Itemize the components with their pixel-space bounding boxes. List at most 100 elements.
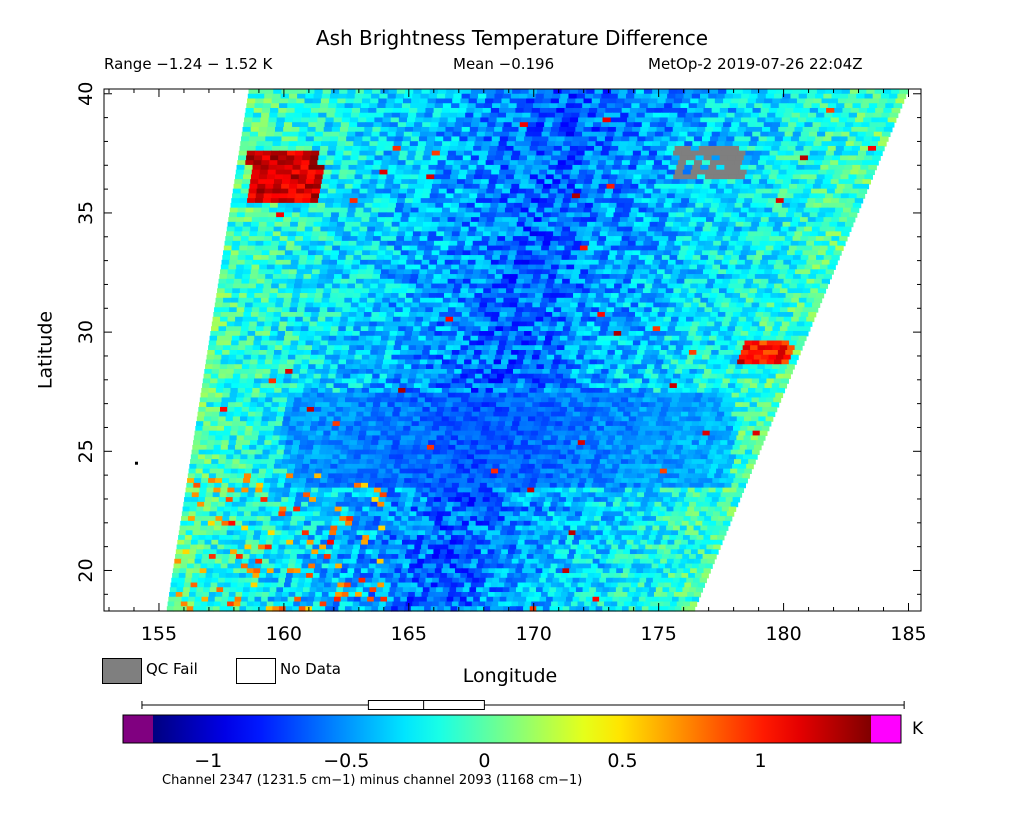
heatmap-cell: [572, 269, 581, 275]
heatmap-cell: [344, 221, 354, 228]
heatmap-cell: [417, 368, 426, 375]
heatmap-cell: [426, 207, 435, 213]
heatmap-cell: [781, 202, 791, 209]
heatmap-cell: [624, 150, 634, 157]
heatmap-cell: [249, 274, 259, 280]
heatmap-cell: [460, 131, 470, 138]
heatmap-cell: [806, 93, 816, 100]
heatmap-cell: [400, 316, 409, 323]
heatmap-cell: [305, 378, 314, 384]
heatmap-cell: [508, 103, 518, 109]
heatmap-cell: [782, 179, 792, 185]
heatmap-cell: [507, 107, 516, 114]
heatmap-cell: [536, 340, 545, 346]
heatmap-cell: [310, 107, 320, 114]
heatmap-cell: [474, 321, 483, 327]
heatmap-cell: [238, 340, 247, 346]
heatmap-cell: [623, 255, 632, 261]
heatmap-cell: [522, 335, 531, 342]
heatmap-cell: [445, 316, 454, 323]
heatmap-cell: [544, 179, 553, 185]
heatmap-cell: [483, 198, 493, 204]
heatmap-cell: [340, 316, 349, 323]
heatmap-cell: [577, 302, 586, 308]
heatmap-cell: [445, 93, 454, 100]
heatmap-cell: [478, 188, 487, 194]
heatmap-cell: [706, 169, 716, 176]
heatmap-cell: [368, 326, 377, 332]
heatmap-cell: [779, 345, 788, 351]
heatmap-cell: [395, 202, 405, 209]
heatmap-cell: [383, 188, 392, 194]
heatmap-cell: [517, 354, 526, 361]
heatmap-cell: [462, 364, 471, 370]
heatmap-cell: [657, 312, 666, 318]
heatmap-cell: [609, 297, 618, 304]
heatmap-cell: [805, 98, 814, 104]
heatmap-cell: [652, 112, 662, 119]
heatmap-cell: [231, 335, 240, 342]
heatmap-cell: [837, 98, 847, 104]
heatmap-cell: [705, 103, 714, 109]
heatmap-cell: [374, 193, 383, 199]
heatmap-cell: [823, 255, 833, 261]
heatmap-cell: [306, 373, 315, 380]
heatmap-cell: [649, 174, 658, 180]
heatmap-cell: [297, 307, 306, 313]
heatmap-cell: [368, 221, 377, 228]
heatmap-cell: [738, 354, 747, 361]
heatmap-cell: [621, 259, 631, 266]
heatmap-cell: [250, 354, 259, 361]
heatmap-cell: [362, 250, 371, 256]
heatmap-cell: [753, 354, 762, 361]
heatmap-cell: [830, 179, 840, 185]
heatmap-cell: [706, 321, 715, 327]
heatmap-cell: [848, 155, 857, 161]
heatmap-cell: [417, 212, 426, 218]
heatmap-cell: [285, 160, 294, 166]
heatmap-cell: [406, 383, 415, 389]
heatmap-cell: [794, 169, 804, 176]
heatmap-cell: [373, 368, 382, 375]
heatmap-cell: [675, 326, 684, 332]
heatmap-cell: [371, 312, 380, 318]
heatmap-cell: [696, 103, 706, 109]
heatmap-cell: [558, 240, 567, 247]
heatmap-cell: [683, 236, 693, 242]
heatmap-cell: [356, 345, 365, 351]
heatmap-cell: [309, 359, 318, 365]
heatmap-cell: [844, 202, 854, 209]
heatmap-cell: [580, 293, 589, 299]
heatmap-cell: [658, 122, 667, 128]
heatmap-cell: [425, 307, 434, 313]
heatmap-cell: [545, 359, 554, 365]
heatmap-cell: [677, 160, 687, 166]
heatmap-cell: [843, 226, 852, 232]
heatmap-cell: [686, 293, 696, 299]
heatmap-cell: [414, 188, 424, 194]
heatmap-cell: [677, 231, 687, 237]
heatmap-cell: [638, 345, 647, 351]
heatmap-cell: [222, 345, 231, 351]
heatmap-cell: [517, 188, 527, 194]
heatmap-cell: [757, 93, 767, 100]
heatmap-cell: [266, 179, 275, 185]
heatmap-cell: [668, 141, 677, 147]
heatmap-cell: [335, 150, 344, 157]
heatmap-cell: [841, 89, 851, 95]
heatmap-cell: [672, 245, 682, 251]
heatmap-cell: [817, 269, 827, 275]
heatmap-cell: [212, 364, 221, 370]
heatmap-cell: [641, 174, 650, 180]
heatmap-cell: [779, 307, 789, 313]
heatmap-cell: [840, 174, 850, 180]
heatmap-cell: [816, 274, 825, 280]
heatmap-cell: [723, 212, 732, 218]
heatmap-cell: [660, 141, 669, 147]
heatmap-cell: [666, 350, 675, 356]
heatmap-cell: [591, 98, 601, 104]
heatmap-cell: [794, 269, 804, 275]
heatmap-cell: [455, 117, 465, 123]
heatmap-cell: [642, 312, 651, 318]
heatmap-cell: [625, 316, 635, 323]
